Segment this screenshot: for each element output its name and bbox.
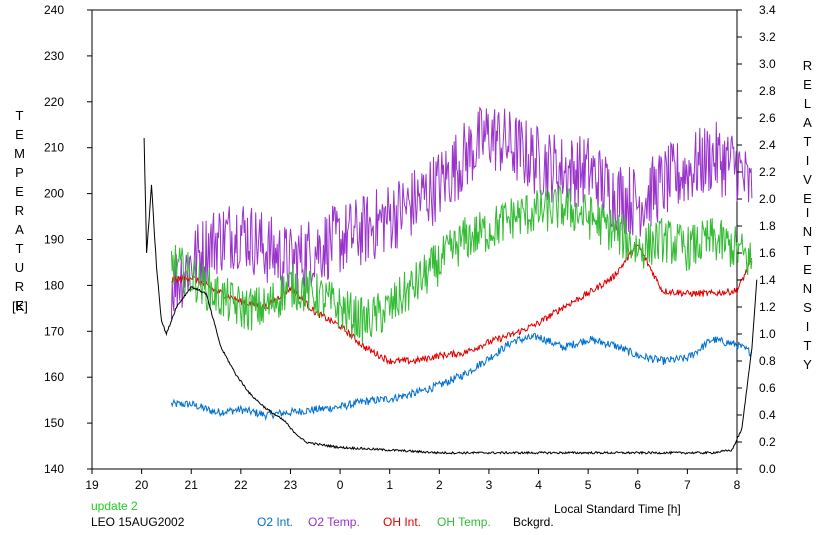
left-tick-label: 150 [44,416,64,430]
legend-o2-temp: O2 Temp. [308,515,360,529]
x-tick-label: 20 [135,478,149,492]
series-line-oh-int [171,243,753,365]
plot-frame [91,9,738,470]
right-tick-label: 2.6 [759,111,776,125]
series-line-o2-int [170,332,753,421]
series-line-bckgrd [143,137,758,456]
x-tick-label: 3 [486,478,493,492]
x-tick-label: 5 [585,478,592,492]
x-tick-label: 23 [284,478,298,492]
x-tick-label: 22 [234,478,248,492]
x-axis-label: Local Standard Time [h] [554,502,681,516]
right-axis-label-1: RELATIVE [800,58,815,210]
x-tick-label: 7 [684,478,691,492]
right-axis-label-2: INTENSITY [800,205,815,376]
update-label: update 2 [91,499,138,513]
right-tick-label: 3.2 [759,30,776,44]
right-tick-label: 1.0 [759,327,776,341]
left-tick-label: 170 [44,324,64,338]
right-tick-label: 0.8 [759,354,776,368]
x-tick-label: 2 [436,478,443,492]
x-tick-label: 21 [185,478,199,492]
left-tick-label: 240 [44,3,64,17]
right-tick-label: 2.4 [759,138,776,152]
legend-oh-temp: OH Temp. [437,515,491,529]
x-tick-label: 19 [85,478,99,492]
right-tick-label: 1.4 [759,273,776,287]
left-tick-label: 220 [44,95,64,109]
x-tick-label: 4 [535,478,542,492]
x-tick-label: 1 [386,478,393,492]
left-tick-label: 190 [44,233,64,247]
left-tick-label: 180 [44,278,64,292]
right-tick-label: 0.2 [759,435,776,449]
legend-oh-int: OH Int. [383,515,422,529]
right-tick-label: 0.6 [759,381,776,395]
x-tick-label: 6 [634,478,641,492]
right-tick-label: 1.2 [759,300,776,314]
x-tick-label: 0 [337,478,344,492]
right-tick-label: 2.8 [759,84,776,98]
legend-o2-int: O2 Int. [257,515,294,529]
series-line-oh-temp [170,185,753,344]
station-label: LEO 15AUG2002 [91,515,185,529]
left-tick-label: 210 [44,141,64,155]
legend-bckgrd: Bckgrd. [513,515,554,529]
right-tick-label: 2.2 [759,165,776,179]
left-axis-unit: [K] [12,299,28,314]
left-tick-label: 230 [44,49,64,63]
right-tick-label: 1.6 [759,246,776,260]
right-tick-label: 3.4 [759,3,776,17]
series-line-o2-temp [170,106,753,320]
right-tick-label: 1.8 [759,219,776,233]
left-axis-label: TEMPERATURE [12,108,27,317]
left-tick-label: 140 [44,462,64,476]
left-tick-label: 160 [44,370,64,384]
right-tick-label: 0.0 [759,462,776,476]
x-tick-label: 8 [734,478,741,492]
right-tick-label: 2.0 [759,192,776,206]
left-tick-label: 200 [44,187,64,201]
right-tick-label: 0.4 [759,408,776,422]
right-tick-label: 3.0 [759,57,776,71]
